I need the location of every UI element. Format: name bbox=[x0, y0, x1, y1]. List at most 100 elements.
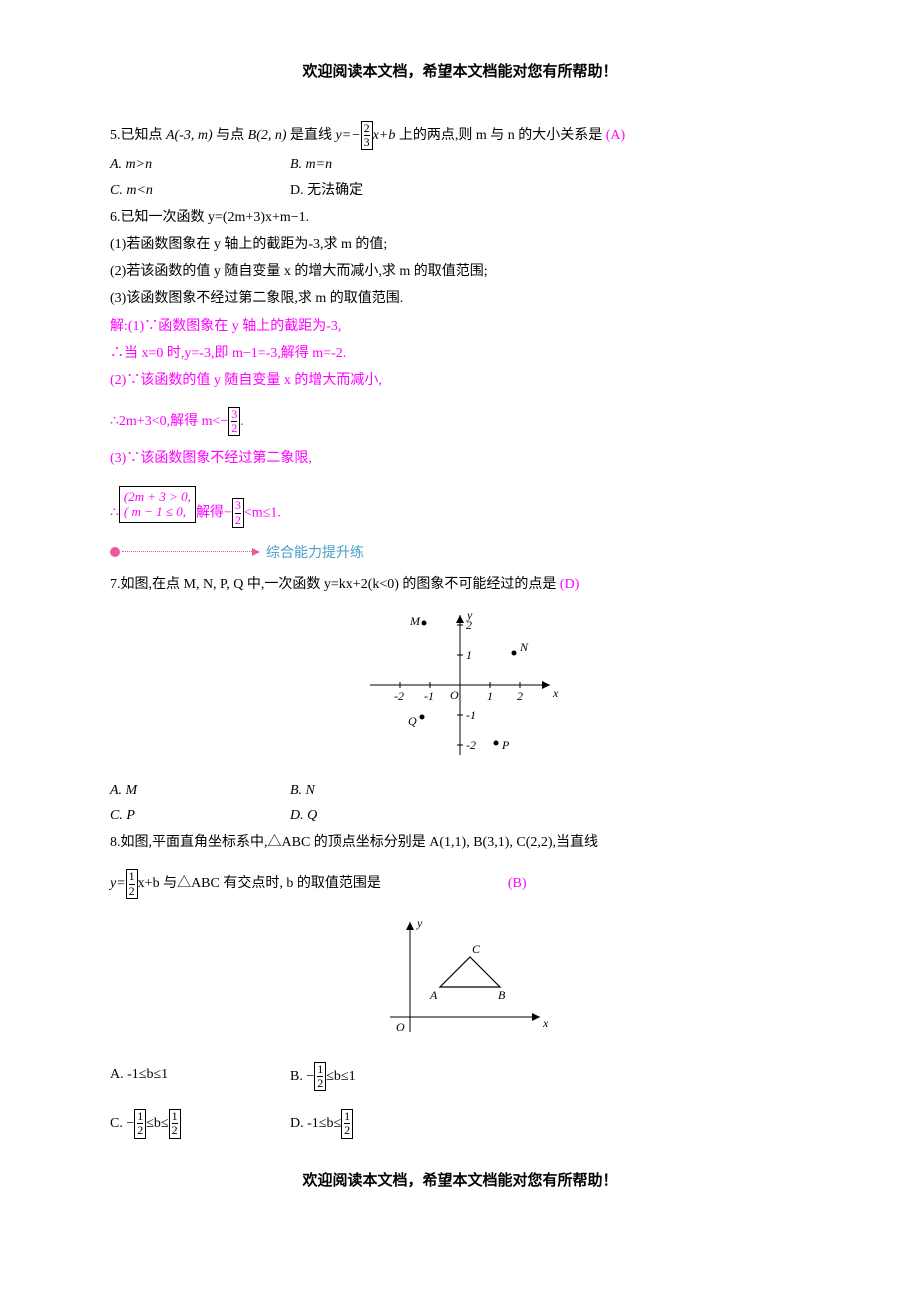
svg-text:-2: -2 bbox=[394, 689, 404, 703]
q5-optB: B. m=n bbox=[290, 152, 470, 177]
q5-eq-post: x+b bbox=[373, 128, 396, 143]
svg-text:-1: -1 bbox=[466, 708, 476, 722]
q8-optC-n1: 1 bbox=[137, 1110, 143, 1124]
q8-optC-pre: C. − bbox=[110, 1116, 134, 1131]
q8-y-label: y bbox=[416, 916, 423, 930]
svg-text:1: 1 bbox=[487, 689, 493, 703]
svg-text:A: A bbox=[429, 988, 438, 1002]
q8-stem2-frac: 12 bbox=[126, 869, 138, 898]
q6-s3b-mid: 解得− bbox=[196, 505, 232, 520]
q8-optC-mid: ≤b≤ bbox=[146, 1116, 168, 1131]
q7-optD: D. Q bbox=[290, 803, 470, 828]
q8-optB-num: 1 bbox=[317, 1063, 323, 1077]
q5-mid1: 与点 bbox=[216, 128, 248, 143]
q8-optB: B. −12≤b≤1 bbox=[290, 1062, 470, 1091]
q5-frac-den: 3 bbox=[364, 136, 370, 149]
q8-stem1: 8.如图,平面直角坐标系中,△ABC 的顶点坐标分别是 A(1,1), B(3,… bbox=[110, 830, 810, 855]
svg-text:C: C bbox=[472, 942, 481, 956]
q8-stem2-pre: y= bbox=[110, 876, 126, 891]
q8-x-label: x bbox=[542, 1016, 549, 1030]
q5-stem: 5.已知点 A(-3, m) 与点 B(2, n) 是直线 y=−23x+b 上… bbox=[110, 121, 810, 150]
q8-chart-svg: O x y A B C bbox=[360, 907, 560, 1047]
q7-optB: B. N bbox=[290, 778, 470, 803]
q8-optC-d2: 2 bbox=[172, 1124, 178, 1137]
q8-optA: A. -1≤b≤1 bbox=[110, 1062, 290, 1091]
q8-optD-num: 1 bbox=[344, 1110, 350, 1124]
q8-optB-pre: B. − bbox=[290, 1069, 314, 1084]
q6-p1: (1)若函数图象在 y 轴上的截距为-3,求 m 的值; bbox=[110, 232, 810, 257]
q6-s2b-pre: ∴2m+3<0,解得 m<− bbox=[110, 414, 228, 429]
q6-s1b: ∴当 x=0 时,y=-3,即 m−1=-3,解得 m=-2. bbox=[110, 341, 810, 366]
q5-optD: D. 无法确定 bbox=[290, 178, 470, 203]
svg-text:-1: -1 bbox=[424, 689, 434, 703]
svg-text:1: 1 bbox=[466, 648, 472, 662]
q5-optC: C. m<n bbox=[110, 178, 290, 203]
q6-s2a: (2)∵该函数的值 y 随自变量 x 的增大而减小, bbox=[110, 368, 810, 393]
q8-stem2-num: 1 bbox=[129, 870, 135, 884]
q6-s3b-pre: ∴ bbox=[110, 505, 119, 520]
banner-text: 综合能力提升练 bbox=[266, 542, 364, 562]
q5-frac: 23 bbox=[361, 121, 373, 150]
q6-s3b-num: 3 bbox=[235, 499, 241, 513]
q7-options: A. M B. N bbox=[110, 778, 810, 803]
q6-stem: 6.已知一次函数 y=(2m+3)x+m−1. bbox=[110, 205, 810, 230]
q6-s3b-den: 2 bbox=[235, 514, 241, 527]
q5-options2: C. m<n D. 无法确定 bbox=[110, 178, 810, 203]
page-container: 欢迎阅读本文档，希望本文档能对您有所帮助！ 5.已知点 A(-3, m) 与点 … bbox=[0, 0, 920, 1230]
q7-optC: C. P bbox=[110, 803, 290, 828]
q7-stem-text: 7.如图,在点 M, N, P, Q 中,一次函数 y=kx+2(k<0) 的图… bbox=[110, 577, 560, 592]
q5-pointB: B(2, n) bbox=[248, 128, 287, 143]
q5-mid2: 是直线 bbox=[290, 128, 336, 143]
q5-options: A. m>n B. m=n bbox=[110, 152, 810, 177]
svg-text:N: N bbox=[519, 640, 529, 654]
q6-s2b-post: . bbox=[240, 414, 244, 429]
svg-text:-2: -2 bbox=[466, 738, 476, 752]
q6-s2b-den: 2 bbox=[231, 422, 237, 435]
q8-optC-n2: 1 bbox=[172, 1110, 178, 1124]
q6-sys-l1: (2m + 3 > 0, bbox=[124, 489, 191, 504]
q8-optB-post: ≤b≤1 bbox=[326, 1069, 355, 1084]
svg-text:2: 2 bbox=[517, 689, 523, 703]
q8-stem2-post: x+b 与△ABC 有交点时, b 的取值范围是 bbox=[138, 876, 381, 891]
q6-s3b-frac: 32 bbox=[232, 498, 244, 527]
q8-options-row1: A. -1≤b≤1 B. −12≤b≤1 bbox=[110, 1062, 810, 1091]
svg-text:M: M bbox=[409, 614, 421, 628]
q5-text-b: 上的两点,则 m 与 n 的大小关系是 bbox=[399, 128, 606, 143]
banner-dot-icon bbox=[110, 547, 120, 557]
q5-eq-pre: y=− bbox=[336, 128, 361, 143]
q8-optD-den: 2 bbox=[344, 1124, 350, 1137]
q5-text-a: 5.已知点 bbox=[110, 128, 166, 143]
q8-origin-label: O bbox=[396, 1020, 405, 1034]
svg-text:P: P bbox=[501, 738, 510, 752]
q6-s2b: ∴2m+3<0,解得 m<−32. bbox=[110, 407, 810, 436]
q8-figure: O x y A B C bbox=[110, 907, 810, 1052]
q6-p2: (2)若该函数的值 y 随自变量 x 的增大而减小,求 m 的取值范围; bbox=[110, 259, 810, 284]
q8-optC-frac2: 12 bbox=[169, 1109, 181, 1138]
q8-optC: C. −12≤b≤12 bbox=[110, 1109, 290, 1138]
svg-text:Q: Q bbox=[408, 714, 417, 728]
q8-optD-pre: D. -1≤b≤ bbox=[290, 1116, 341, 1131]
q7-stem: 7.如图,在点 M, N, P, Q 中,一次函数 y=kx+2(k<0) 的图… bbox=[110, 572, 810, 597]
header-note: 欢迎阅读本文档，希望本文档能对您有所帮助！ bbox=[110, 60, 810, 81]
q6-s1a: 解:(1)∵函数图象在 y 轴上的截距为-3, bbox=[110, 314, 810, 339]
q7-y-label: y bbox=[466, 608, 473, 622]
footer-note: 欢迎阅读本文档，希望本文档能对您有所帮助！ bbox=[110, 1169, 810, 1190]
q7-options2: C. P D. Q bbox=[110, 803, 810, 828]
q8-answer: (B) bbox=[508, 876, 527, 891]
q5-optA: A. m>n bbox=[110, 152, 290, 177]
q8-stem2-den: 2 bbox=[129, 885, 135, 898]
q7-x-label: x bbox=[552, 686, 559, 700]
q8-optC-frac1: 12 bbox=[134, 1109, 146, 1138]
q8-optB-frac: 12 bbox=[314, 1062, 326, 1091]
q6-s3b-post: <m≤1. bbox=[244, 505, 281, 520]
svg-text:B: B bbox=[498, 988, 506, 1002]
q6-sys-l2: ( m − 1 ≤ 0, bbox=[124, 504, 186, 519]
q7-figure: -2 -1 1 2 1 2 -1 -2 O x y M N Q P bbox=[110, 605, 810, 770]
q8-optD-frac: 12 bbox=[341, 1109, 353, 1138]
q8-optD: D. -1≤b≤12 bbox=[290, 1109, 470, 1138]
section-banner: 综合能力提升练 bbox=[110, 542, 810, 562]
q6-s3b: ∴ (2m + 3 > 0,( m − 1 ≤ 0, 解得−32<m≤1. bbox=[110, 486, 810, 528]
q8-stem2: y=12x+b 与△ABC 有交点时, b 的取值范围是 (B) bbox=[110, 869, 810, 898]
banner-arrow-icon bbox=[252, 548, 260, 556]
q6-s3a: (3)∵该函数图象不经过第二象限, bbox=[110, 446, 810, 471]
